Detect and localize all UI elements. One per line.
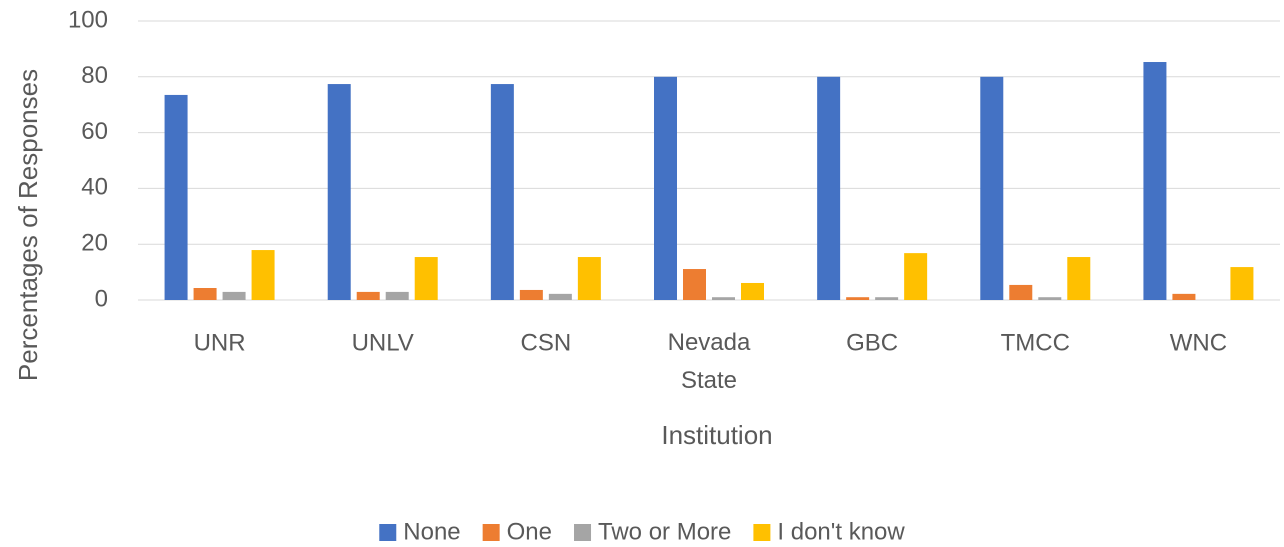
bar: [1230, 267, 1254, 300]
y-tick-label: 0: [95, 285, 108, 312]
legend-label: I don't know: [777, 518, 905, 545]
bar: [817, 76, 841, 300]
bar: [193, 288, 217, 300]
y-tick-label: 20: [81, 230, 108, 257]
bar: [548, 293, 572, 300]
bar: [577, 257, 601, 300]
legend-swatch: [753, 524, 771, 541]
bar: [741, 282, 764, 300]
bar: [251, 250, 275, 300]
bar: [712, 297, 735, 300]
x-tick-label: Nevada State: [668, 329, 751, 394]
bar: [414, 257, 438, 300]
y-tick-label: 80: [81, 62, 108, 89]
bar: [385, 291, 409, 300]
y-tick-label: 60: [81, 118, 108, 145]
bar: [875, 297, 899, 300]
bar: [1038, 297, 1062, 300]
bar: [356, 291, 380, 300]
legend-label: None: [403, 518, 460, 545]
x-tick-label: UNLV: [352, 329, 414, 356]
bar: [222, 291, 246, 300]
bar: [683, 269, 706, 300]
bar: [1172, 293, 1196, 300]
x-tick-label: TMCC: [1001, 329, 1070, 356]
x-tick-label: GBC: [846, 329, 898, 356]
bar: [327, 84, 351, 300]
x-tick-label: CSN: [521, 329, 572, 356]
x-tick-label: UNR: [194, 329, 246, 356]
bar: [490, 84, 514, 300]
legend-swatch: [482, 524, 500, 541]
bar: [164, 94, 188, 300]
y-axis-title: Percentages of Responses: [13, 69, 43, 381]
bar: [846, 297, 870, 300]
x-axis-title: Institution: [661, 420, 772, 450]
y-tick-label: 40: [81, 174, 108, 201]
y-tick-label: 100: [68, 6, 108, 33]
x-tick-label: WNC: [1170, 329, 1227, 356]
legend-swatch: [574, 524, 592, 541]
legend-swatch: [379, 524, 397, 541]
bar: [654, 76, 677, 300]
bar: [1143, 62, 1167, 300]
legend-label: One: [507, 518, 552, 545]
bar: [904, 253, 928, 300]
legend-label: Two or More: [598, 518, 731, 545]
bar: [980, 76, 1004, 300]
bar: [1067, 257, 1091, 300]
bar: [1009, 284, 1033, 300]
bar: [519, 289, 543, 300]
